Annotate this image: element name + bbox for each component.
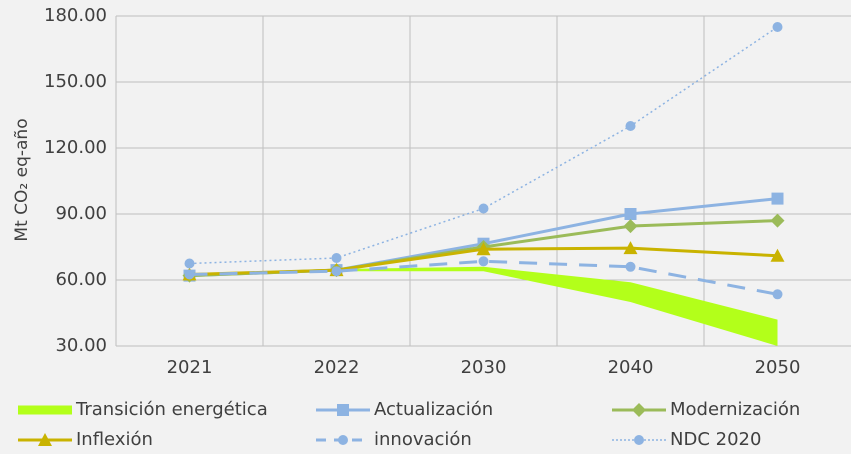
marker: [625, 121, 636, 131]
y-tick-label: 180.00: [44, 5, 107, 26]
marker: [38, 433, 52, 446]
marker: [770, 213, 785, 228]
marker: [772, 22, 783, 32]
y-tick-label: 150.00: [44, 71, 107, 92]
marker: [623, 241, 638, 255]
y-axis-label: Mt CO₂ eq-año: [12, 118, 32, 241]
y-tick-label: 60.00: [55, 269, 107, 290]
marker: [184, 258, 195, 269]
legend-label: NDC 2020: [670, 429, 761, 450]
marker: [771, 192, 784, 205]
x-tick-label: 2021: [167, 357, 213, 378]
marker: [338, 435, 348, 445]
marker: [624, 208, 637, 220]
marker: [634, 435, 644, 445]
legend-label: Transición energética: [75, 399, 268, 420]
marker: [331, 266, 342, 277]
y-tick-label: 120.00: [44, 137, 107, 158]
series-line: [189, 26, 778, 265]
x-tick-label: 2040: [608, 357, 654, 378]
y-tick-label: 90.00: [55, 203, 107, 224]
legend-label: Actualización: [374, 399, 493, 420]
marker: [478, 256, 489, 267]
y-tick-label: 30.00: [55, 335, 107, 356]
legend-label: innovación: [374, 429, 472, 450]
marker: [632, 403, 646, 417]
marker: [770, 248, 785, 262]
x-tick-label: 2030: [461, 357, 507, 378]
x-tick-label: 2050: [755, 357, 801, 378]
band-area: [189, 266, 778, 346]
marker: [331, 253, 342, 263]
legend-label: Inflexión: [76, 429, 153, 450]
marker: [623, 219, 638, 234]
marker: [337, 404, 349, 416]
x-tick-label: 2022: [314, 357, 360, 378]
legend-label: Modernización: [670, 399, 800, 420]
series-line: [189, 259, 778, 296]
marker: [772, 289, 783, 300]
marker: [625, 261, 636, 272]
marker: [184, 269, 195, 280]
marker: [476, 242, 491, 256]
marker: [478, 203, 489, 214]
